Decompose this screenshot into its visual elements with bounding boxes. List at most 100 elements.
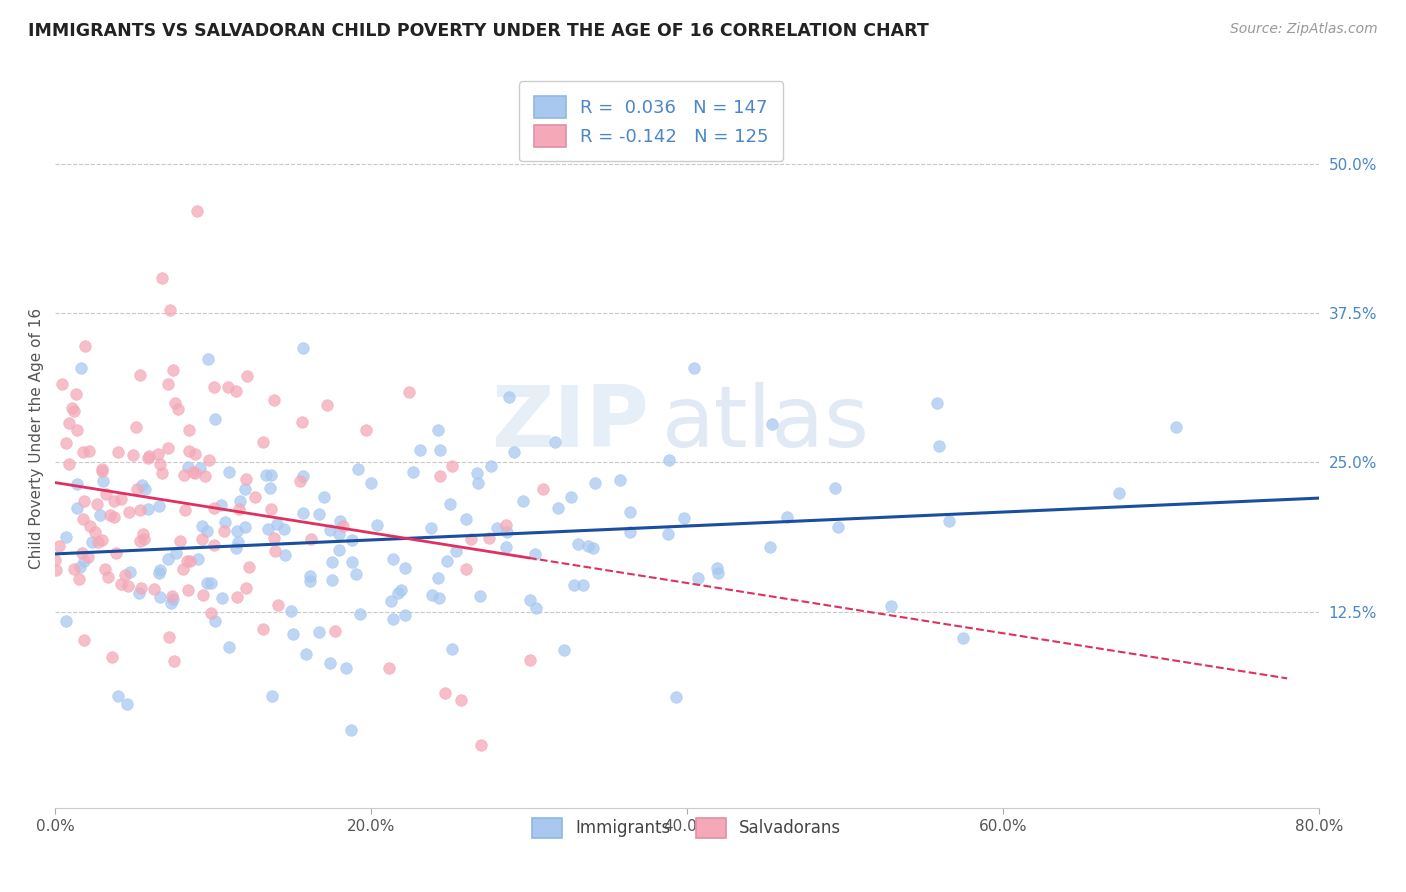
Point	[225, 384, 247, 398]
Point	[496, 525, 519, 540]
Point	[427, 571, 450, 585]
Point	[512, 494, 534, 508]
Point	[134, 482, 156, 496]
Point	[495, 540, 517, 554]
Point	[332, 519, 354, 533]
Point	[186, 203, 208, 218]
Point	[366, 518, 388, 533]
Point	[117, 697, 139, 711]
Point	[233, 482, 256, 496]
Point	[58, 457, 80, 471]
Point	[76, 549, 98, 564]
Point	[128, 534, 150, 549]
Point	[165, 396, 187, 410]
Point	[318, 523, 340, 537]
Point	[761, 417, 783, 431]
Point	[73, 338, 96, 352]
Point	[665, 690, 688, 705]
Point	[420, 588, 443, 602]
Point	[160, 596, 183, 610]
Point	[245, 490, 267, 504]
Point	[149, 563, 172, 577]
Point	[129, 503, 152, 517]
Point	[429, 591, 451, 605]
Point	[214, 516, 236, 530]
Point	[688, 571, 710, 585]
Point	[194, 468, 217, 483]
Point	[925, 396, 948, 410]
Point	[441, 459, 464, 474]
Point	[159, 303, 181, 318]
Point	[562, 578, 585, 592]
Point	[118, 505, 141, 519]
Point	[543, 435, 565, 450]
Point	[94, 487, 117, 501]
Point	[402, 466, 425, 480]
Point	[328, 527, 350, 541]
Point	[553, 642, 575, 657]
Point	[51, 376, 73, 391]
Point	[72, 445, 94, 459]
Point	[218, 465, 240, 479]
Point	[657, 526, 679, 541]
Point	[110, 492, 132, 507]
Point	[72, 512, 94, 526]
Point	[398, 385, 420, 400]
Point	[380, 594, 402, 608]
Point	[460, 532, 482, 546]
Point	[63, 562, 86, 576]
Point	[125, 419, 148, 434]
Point	[90, 533, 112, 547]
Point	[291, 469, 314, 483]
Point	[582, 541, 605, 555]
Point	[526, 600, 548, 615]
Point	[191, 518, 214, 533]
Point	[427, 423, 450, 437]
Point	[97, 570, 120, 584]
Point	[73, 632, 96, 647]
Point	[1166, 420, 1188, 434]
Point	[682, 361, 704, 376]
Point	[200, 606, 222, 620]
Point	[172, 562, 194, 576]
Point	[420, 521, 443, 535]
Point	[212, 524, 235, 538]
Point	[218, 640, 240, 655]
Point	[470, 590, 492, 604]
Point	[69, 572, 91, 586]
Point	[157, 377, 180, 392]
Point	[129, 368, 152, 383]
Point	[131, 478, 153, 492]
Point	[439, 497, 461, 511]
Point	[134, 533, 156, 547]
Point	[177, 423, 200, 437]
Point	[176, 554, 198, 568]
Point	[162, 654, 184, 668]
Legend: Immigrants, Salvadorans: Immigrants, Salvadorans	[526, 811, 848, 845]
Point	[409, 442, 432, 457]
Point	[531, 483, 554, 497]
Point	[117, 579, 139, 593]
Point	[225, 590, 247, 604]
Point	[128, 586, 150, 600]
Point	[252, 434, 274, 449]
Point	[609, 473, 631, 487]
Text: atlas: atlas	[662, 382, 870, 466]
Point	[387, 585, 409, 599]
Point	[470, 738, 492, 752]
Point	[204, 614, 226, 628]
Point	[152, 271, 174, 285]
Point	[103, 494, 125, 508]
Point	[69, 560, 91, 574]
Point	[478, 532, 501, 546]
Point	[114, 568, 136, 582]
Point	[291, 342, 314, 356]
Point	[176, 460, 198, 475]
Point	[342, 533, 364, 548]
Point	[292, 506, 315, 520]
Point	[191, 532, 214, 546]
Point	[547, 500, 569, 515]
Point	[519, 653, 541, 667]
Point	[167, 401, 190, 416]
Point	[48, 539, 70, 553]
